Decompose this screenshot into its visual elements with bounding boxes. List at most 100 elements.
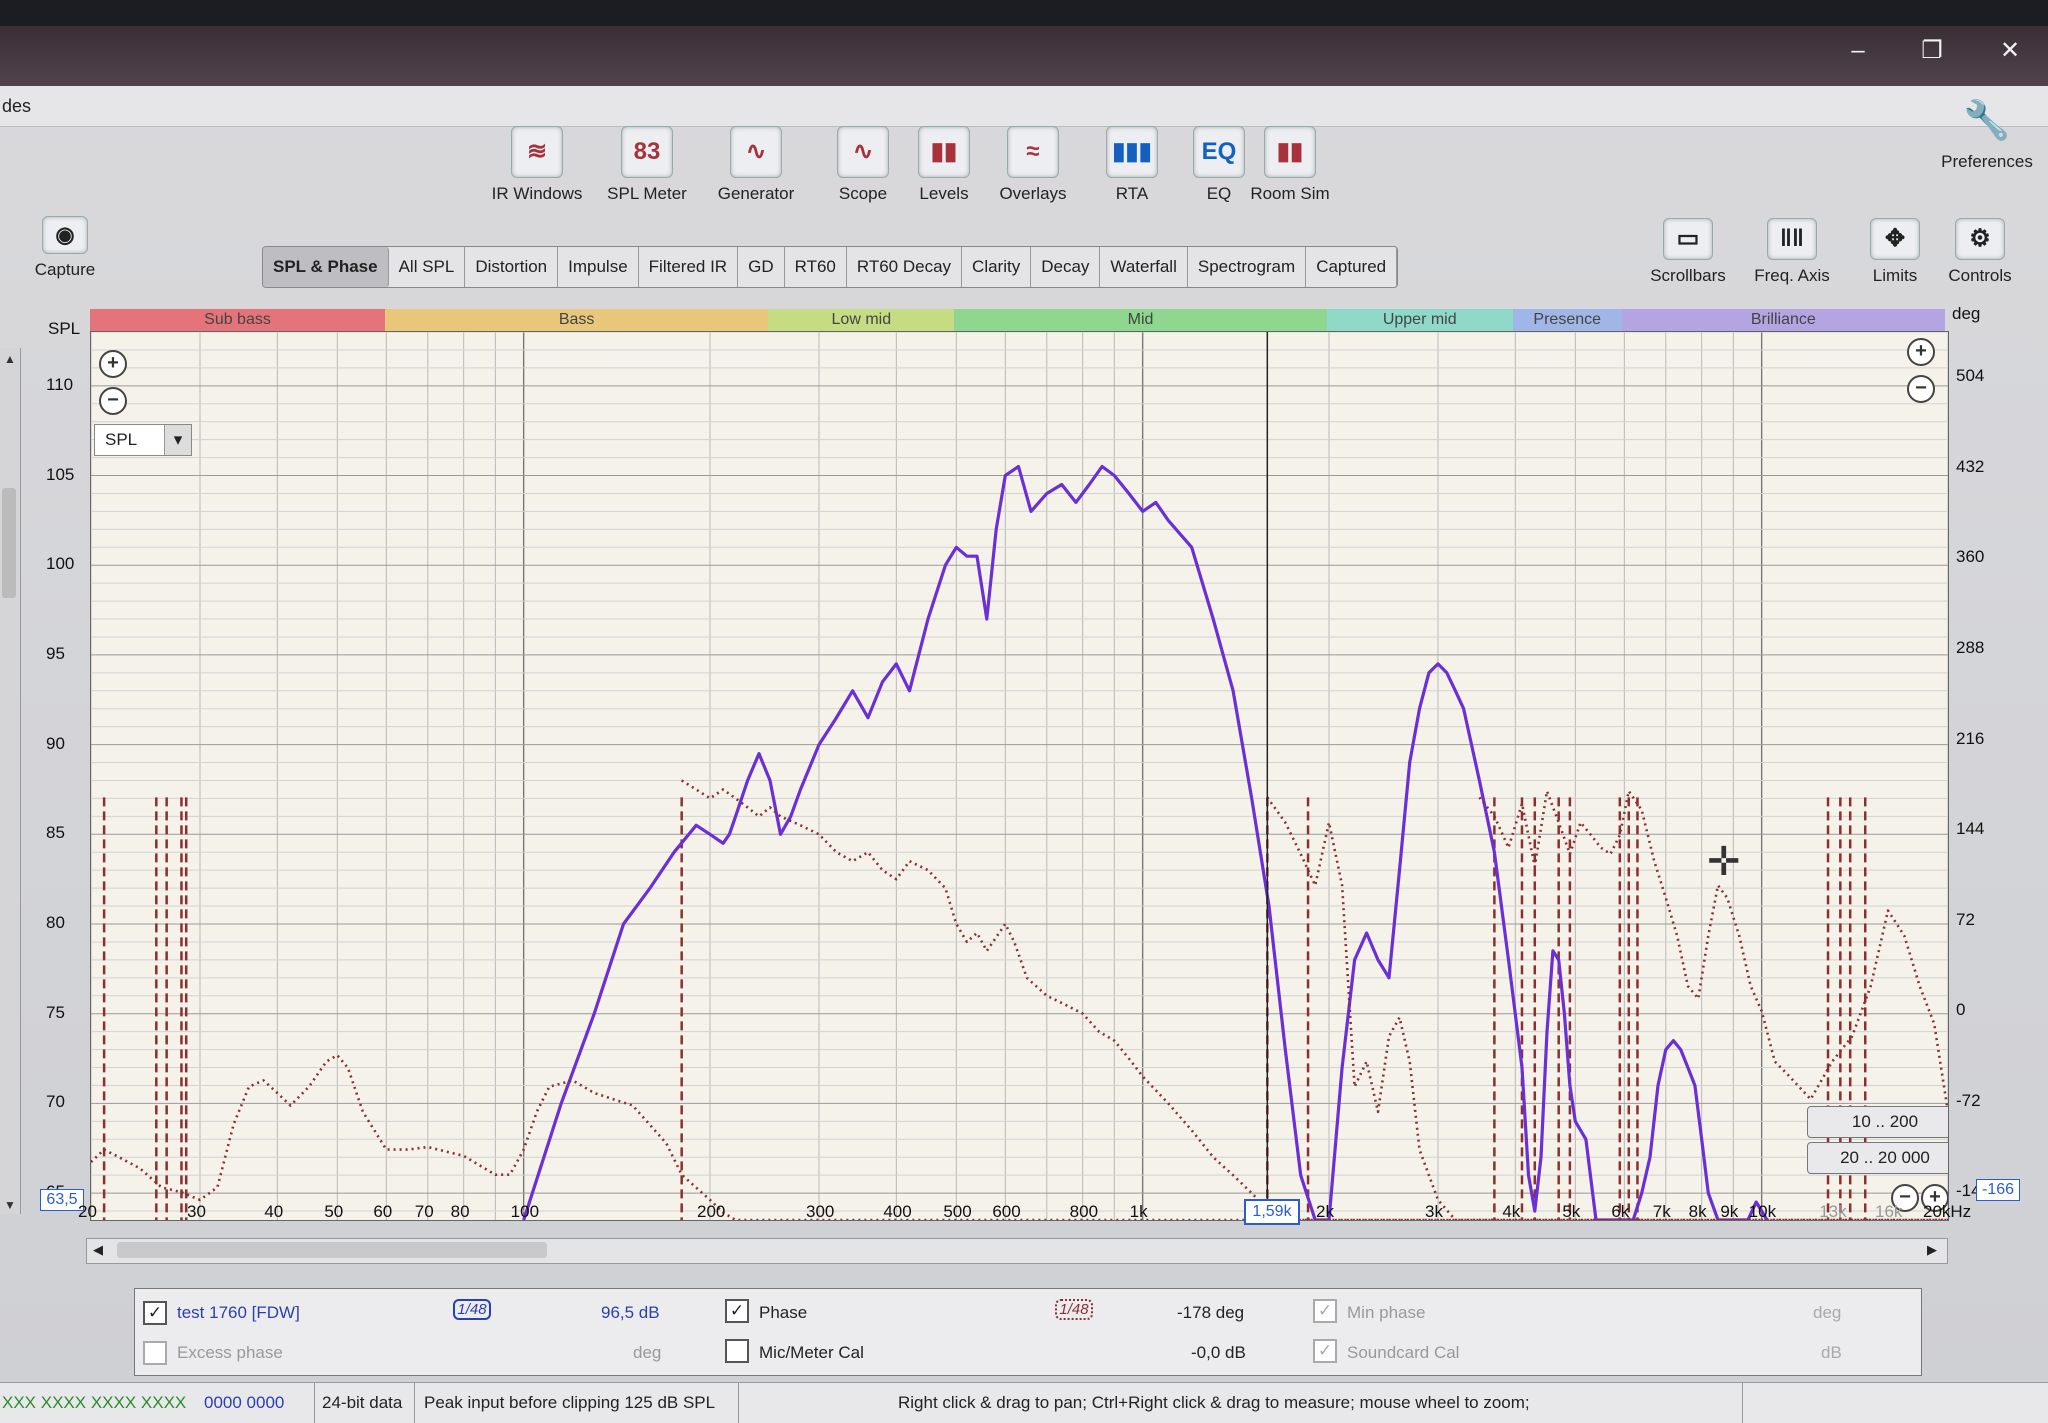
tab-spectrogram[interactable]: Spectrogram [1188, 247, 1307, 287]
toolbar-eq-button[interactable]: EQ EQ [1169, 126, 1269, 204]
tab-spl-phase[interactable]: SPL & Phase [263, 247, 389, 287]
vertical-scrollbar-left[interactable]: ▲ ▼ [0, 348, 21, 1214]
toolbar-spl-meter-button[interactable]: 83 SPL Meter [597, 126, 697, 204]
x-tick-label: 6k [1611, 1202, 1630, 1221]
y-tick-label: 105 [46, 464, 75, 484]
x-tick-label: 80 [450, 1202, 470, 1221]
toolbar-generator-button[interactable]: ∿ Generator [706, 126, 806, 204]
levels-icon: ▮▮ [918, 126, 970, 178]
y2-tick-label: 432 [1956, 456, 1985, 476]
camera-icon: ◉ [42, 216, 88, 254]
spl-meter-icon: 83 [621, 126, 673, 178]
view-tool-label: Scrollbars [1650, 266, 1726, 285]
toolbar-label: RTA [1115, 184, 1149, 203]
limits-icon: ✥ [1870, 218, 1920, 260]
toolbar-levels-button[interactable]: ▮▮ Levels [894, 126, 994, 204]
menu-item-modes[interactable]: des [2, 96, 32, 116]
series-lines [91, 464, 1948, 1220]
smoothing-button[interactable]: 1/48 [453, 1299, 491, 1320]
toolbar-room-sim-button[interactable]: ▮▮ Room Sim [1240, 126, 1340, 204]
y2-tick-label: 72 [1956, 909, 1975, 929]
scroll-right-icon[interactable]: ▶ [1927, 1242, 1937, 1257]
cursor-frequency-label[interactable]: 1,59k [1244, 1199, 1300, 1225]
scroll-up-icon[interactable]: ▲ [4, 352, 16, 366]
zoom-out-right-icon[interactable]: − [1907, 375, 1935, 403]
toolbar-label: Room Sim [1250, 184, 1330, 203]
excess-phase-checkbox[interactable] [143, 1341, 167, 1365]
limits-button[interactable]: ✥ Limits [1845, 218, 1945, 286]
tab-decay[interactable]: Decay [1031, 247, 1101, 287]
peak-input: Peak input before clipping 125 dB SPL [424, 1393, 716, 1412]
spl-dropdown[interactable]: SPL ▾ [94, 424, 192, 456]
zoom-in-icon[interactable]: + [99, 350, 127, 378]
min-phase-unit: deg [1813, 1303, 1842, 1322]
tab-clarity[interactable]: Clarity [962, 247, 1032, 287]
soundcard-cal-label: Soundcard Cal [1347, 1343, 1460, 1362]
tab-captured[interactable]: Captured [1306, 247, 1398, 287]
x-tick-label: 3k [1425, 1202, 1443, 1221]
scrollbars-button[interactable]: ▭ Scrollbars [1638, 218, 1738, 286]
tab-gd[interactable]: GD [738, 247, 785, 287]
y-tick-label: 110 [46, 374, 74, 394]
right-corner-value[interactable]: -166 [1976, 1179, 2020, 1201]
band-low-mid: Low mid [768, 309, 955, 331]
tab-rt60[interactable]: RT60 [785, 247, 847, 287]
controls-button[interactable]: ⚙ Controls [1930, 218, 2030, 286]
range-box-low[interactable]: 10 .. 200 [1807, 1106, 1948, 1138]
excess-phase-unit: deg [633, 1343, 662, 1362]
toolbar-rta-button[interactable]: ▮▮▮ RTA [1082, 126, 1182, 204]
min-phase-checkbox[interactable]: ✓ [1313, 1299, 1337, 1323]
x-tick-label: 2k [1316, 1202, 1334, 1221]
range-box-high[interactable]: 20 .. 20 000 [1807, 1142, 1948, 1174]
left-corner-value[interactable]: 63,5 [40, 1189, 84, 1211]
tab-impulse[interactable]: Impulse [558, 247, 639, 287]
phase-trace-4 [1478, 789, 1948, 1113]
x-zoom-out-icon[interactable]: − [1891, 1184, 1919, 1212]
x-tick-label: 10k [1748, 1202, 1777, 1221]
preferences-button[interactable]: 🔧 Preferences [1932, 96, 2042, 172]
h-scroll-thumb[interactable] [117, 1242, 547, 1258]
phase-value: -178 deg [1177, 1303, 1245, 1322]
x-zoom-in-icon[interactable]: + [1921, 1184, 1948, 1212]
toolbar-overlays-button[interactable]: ≈ Overlays [983, 126, 1083, 204]
chevron-down-icon[interactable]: ▾ [164, 425, 191, 455]
toolbar-ir-windows-button[interactable]: ≋ IR Windows [487, 126, 587, 204]
mic-cal-checkbox[interactable] [725, 1339, 749, 1363]
horizontal-scrollbar[interactable]: ◀ ▶ [86, 1238, 1948, 1264]
tab-all-spl[interactable]: All SPL [389, 247, 466, 287]
min-phase-label: Min phase [1347, 1303, 1426, 1322]
tab-rt60-decay[interactable]: RT60 Decay [847, 247, 963, 287]
scroll-left-icon[interactable]: ◀ [93, 1242, 103, 1257]
phase-trace-3 [1266, 796, 1948, 1220]
toolbar-scope-button[interactable]: ∿ Scope [813, 126, 913, 204]
capture-button[interactable]: ◉ Capture [20, 216, 110, 280]
scroll-thumb[interactable] [2, 488, 16, 598]
x-tick-label: 70 [414, 1202, 434, 1221]
tab-distortion[interactable]: Distortion [465, 247, 559, 287]
soundcard-cal-checkbox[interactable]: ✓ [1313, 1339, 1337, 1363]
toolbar-label: Generator [717, 184, 795, 203]
phase-smoothing-button[interactable]: 1/48 [1055, 1299, 1093, 1320]
freq-axis-button[interactable]: ‖‖ Freq. Axis [1742, 218, 1842, 286]
toolbar-label: SPL Meter [607, 184, 687, 203]
y2-tick-label: -72 [1956, 1090, 1981, 1110]
tab-filtered-ir[interactable]: Filtered IR [639, 247, 739, 287]
close-button[interactable]: ✕ [1999, 37, 2021, 64]
minimize-button[interactable]: – [1851, 37, 1865, 64]
x-tick-label: 30 [187, 1202, 206, 1221]
plot-area[interactable]: + − SPL ▾ + − ✛ 10 .. 200 20 .. 20 000 −… [90, 331, 1949, 1221]
y-tick-label: 95 [46, 643, 65, 663]
restore-button[interactable]: ❐ [1921, 37, 1943, 64]
room-sim-icon: ▮▮ [1264, 126, 1316, 178]
phase-checkbox[interactable]: ✓ [725, 1299, 749, 1323]
zoom-out-icon[interactable]: − [99, 387, 127, 415]
spl-phase-graph[interactable] [91, 332, 1948, 1220]
y2-tick-label: 288 [1956, 637, 1985, 657]
zoom-in-right-icon[interactable]: + [1907, 338, 1935, 366]
mic-cal-value: -0,0 dB [1191, 1343, 1246, 1362]
generator-icon: ∿ [730, 126, 782, 178]
scroll-down-icon[interactable]: ▼ [4, 1198, 16, 1212]
tab-waterfall[interactable]: Waterfall [1100, 247, 1188, 287]
x-tick-label: 1k [1129, 1202, 1148, 1221]
trace-checkbox[interactable]: ✓ [143, 1301, 167, 1325]
